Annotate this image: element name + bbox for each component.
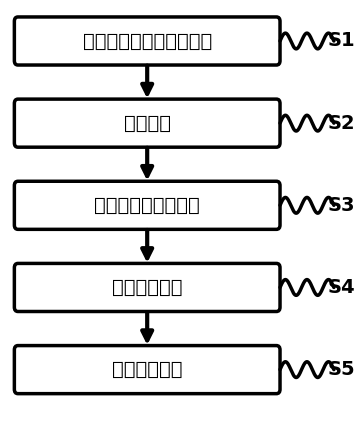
Text: S3: S3 bbox=[328, 196, 355, 215]
Text: 铝箔、钛粉和铌粉的准备: 铝箔、钛粉和铌粉的准备 bbox=[83, 31, 212, 51]
FancyBboxPatch shape bbox=[14, 99, 280, 147]
Text: S1: S1 bbox=[328, 31, 355, 51]
FancyBboxPatch shape bbox=[14, 346, 280, 394]
Text: 叠层放置: 叠层放置 bbox=[124, 114, 171, 133]
FancyBboxPatch shape bbox=[14, 181, 280, 229]
Text: S5: S5 bbox=[328, 360, 355, 379]
FancyBboxPatch shape bbox=[14, 264, 280, 312]
Text: 扩散反应反应: 扩散反应反应 bbox=[112, 360, 182, 379]
Text: 低温扩散高温: 低温扩散高温 bbox=[112, 278, 182, 297]
Text: S2: S2 bbox=[328, 114, 355, 133]
Text: 室温包套轧制预处理: 室温包套轧制预处理 bbox=[94, 196, 200, 215]
Text: S4: S4 bbox=[328, 278, 355, 297]
FancyBboxPatch shape bbox=[14, 17, 280, 65]
